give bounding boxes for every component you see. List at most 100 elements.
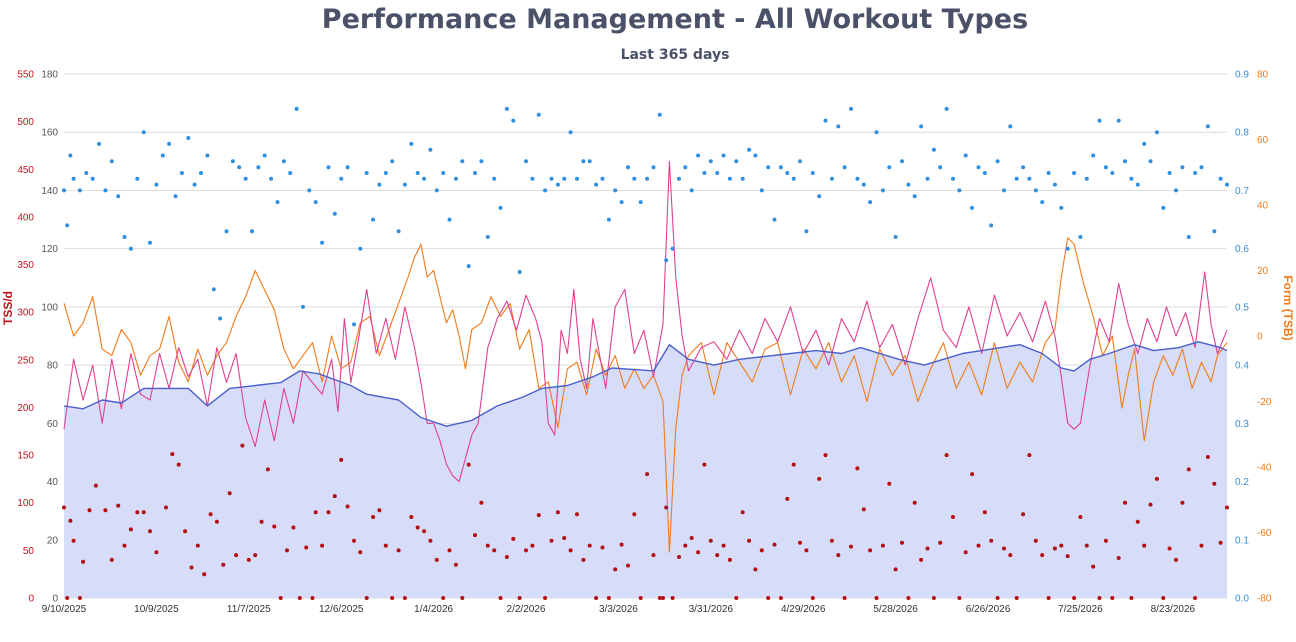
tss-point (925, 546, 930, 551)
tss-point (829, 538, 834, 543)
tss-point (390, 596, 395, 600)
intensity-point (613, 188, 618, 193)
form-axis-tick: -60 (1257, 528, 1272, 539)
tss-point (1078, 515, 1083, 519)
intensity-point (141, 130, 146, 135)
tss-point (93, 483, 98, 488)
tss-point (77, 596, 82, 600)
tss-point (689, 536, 694, 540)
intensity-point (473, 171, 477, 175)
tss-point (170, 452, 175, 457)
tss-axis-tick: 0 (28, 594, 34, 605)
tss-point (1072, 596, 1077, 600)
intensity-point (511, 118, 516, 123)
intensity-point (422, 176, 427, 181)
tss-point (549, 538, 554, 543)
tss-point (517, 596, 522, 600)
intensity-point (931, 147, 936, 152)
intensity-point (1002, 188, 1006, 193)
tss-point (970, 472, 975, 477)
tss-point (65, 596, 70, 600)
intensity-point (199, 171, 203, 175)
tss-point (842, 596, 847, 600)
intensity-point (1123, 159, 1127, 164)
intensity-point (224, 229, 229, 234)
tss-point (931, 596, 936, 600)
tss-point (1142, 543, 1147, 548)
tss-point (310, 596, 315, 600)
tss-point (759, 548, 764, 553)
if-axis-tick: 0.9 (1235, 70, 1249, 81)
tss-point (291, 525, 296, 530)
tss-point (87, 508, 92, 513)
intensity-point (243, 176, 248, 181)
tss-point (600, 545, 605, 550)
x-axis-tick: 6/26/2026 (966, 604, 1011, 615)
if-axis-tick: 0.8 (1235, 128, 1249, 139)
tss-point (278, 596, 283, 600)
if-axis-tick: 0.1 (1235, 535, 1249, 546)
intensity-point (434, 188, 439, 193)
tss-point (511, 536, 516, 541)
tss-point (447, 548, 452, 553)
tss-point (1014, 596, 1019, 600)
intensity-point (989, 223, 994, 228)
x-axis-tick: 10/9/2025 (134, 604, 179, 615)
tss-point (214, 519, 219, 524)
tss-axis-tick: 550 (17, 70, 34, 81)
if-axis-tick: 0.3 (1235, 419, 1249, 430)
intensity-point (352, 322, 356, 327)
x-axis-tick: 7/25/2026 (1058, 604, 1103, 615)
intensity-point (281, 159, 286, 164)
intensity-point (1110, 171, 1115, 175)
tss-point (645, 472, 650, 477)
intensity-point (524, 159, 528, 164)
tss-point (164, 505, 168, 510)
intensity-point (390, 159, 395, 164)
intensity-point (861, 182, 866, 187)
intensity-point (1046, 171, 1051, 175)
intensity-point (657, 112, 662, 117)
x-axis-tick: 4/29/2026 (781, 604, 826, 615)
tss-point (562, 536, 567, 540)
tss-point (804, 548, 809, 553)
intensity-point (128, 246, 133, 251)
fitness-axis-tick: 160 (41, 128, 58, 139)
tss-point (581, 557, 586, 562)
intensity-point (466, 264, 471, 269)
intensity-point (1040, 200, 1045, 205)
tss-point (339, 457, 344, 462)
intensity-point (428, 147, 433, 152)
intensity-point (230, 159, 235, 164)
intensity-point (951, 176, 955, 181)
intensity-point (498, 205, 503, 210)
tss-point (122, 543, 127, 548)
tss-point (1046, 596, 1051, 600)
intensity-point (1052, 182, 1057, 187)
tss-point (651, 553, 656, 558)
tss-point (951, 515, 955, 519)
tss-point (103, 508, 108, 513)
intensity-point (447, 217, 452, 222)
intensity-point (893, 235, 898, 239)
tss-point (810, 596, 815, 600)
tss-point (836, 553, 841, 558)
tss-point (1225, 505, 1229, 510)
form-axis-tick: 20 (1257, 266, 1269, 277)
tss-point (409, 515, 414, 519)
intensity-point (205, 153, 210, 158)
tss-point (259, 519, 264, 524)
intensity-point (651, 165, 656, 170)
x-axis-tick: 5/28/2026 (873, 604, 918, 615)
intensity-point (740, 176, 745, 181)
tss-point (1008, 553, 1013, 558)
tss-point (661, 596, 665, 600)
intensity-point (453, 176, 458, 181)
tss-point (887, 481, 892, 486)
intensity-point (721, 153, 726, 158)
tss-point (1180, 500, 1185, 505)
intensity-point (218, 316, 223, 321)
intensity-point (358, 246, 363, 251)
tss-point (1154, 476, 1159, 481)
